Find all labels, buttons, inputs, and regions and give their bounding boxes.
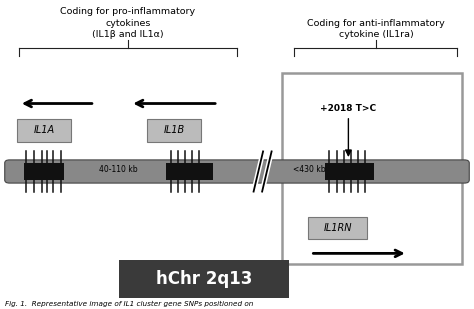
FancyBboxPatch shape bbox=[5, 160, 469, 183]
Text: <430 kb: <430 kb bbox=[293, 164, 326, 174]
Bar bbox=[166, 163, 213, 180]
Bar bbox=[325, 163, 374, 180]
Text: Coding for anti-inflammatory
cytokine (IL1ra): Coding for anti-inflammatory cytokine (I… bbox=[307, 19, 445, 39]
FancyBboxPatch shape bbox=[308, 217, 367, 239]
Text: IL1A: IL1A bbox=[34, 125, 55, 135]
FancyBboxPatch shape bbox=[118, 260, 289, 298]
Text: hChr 2q13: hChr 2q13 bbox=[155, 270, 252, 288]
Text: IL1RN: IL1RN bbox=[324, 223, 352, 233]
Text: +2018 T>C: +2018 T>C bbox=[320, 104, 376, 113]
Text: Coding for pro-inflammatory
cytokines
(IL1β and IL1α): Coding for pro-inflammatory cytokines (I… bbox=[60, 7, 196, 39]
Text: IL1B: IL1B bbox=[164, 125, 185, 135]
Text: Fig. 1.  Representative image of IL1 cluster gene SNPs positioned on: Fig. 1. Representative image of IL1 clus… bbox=[5, 301, 253, 307]
Text: 40-110 kb: 40-110 kb bbox=[99, 164, 138, 174]
FancyBboxPatch shape bbox=[17, 119, 71, 142]
Bar bbox=[24, 163, 64, 180]
FancyBboxPatch shape bbox=[147, 119, 201, 142]
FancyBboxPatch shape bbox=[282, 73, 462, 264]
